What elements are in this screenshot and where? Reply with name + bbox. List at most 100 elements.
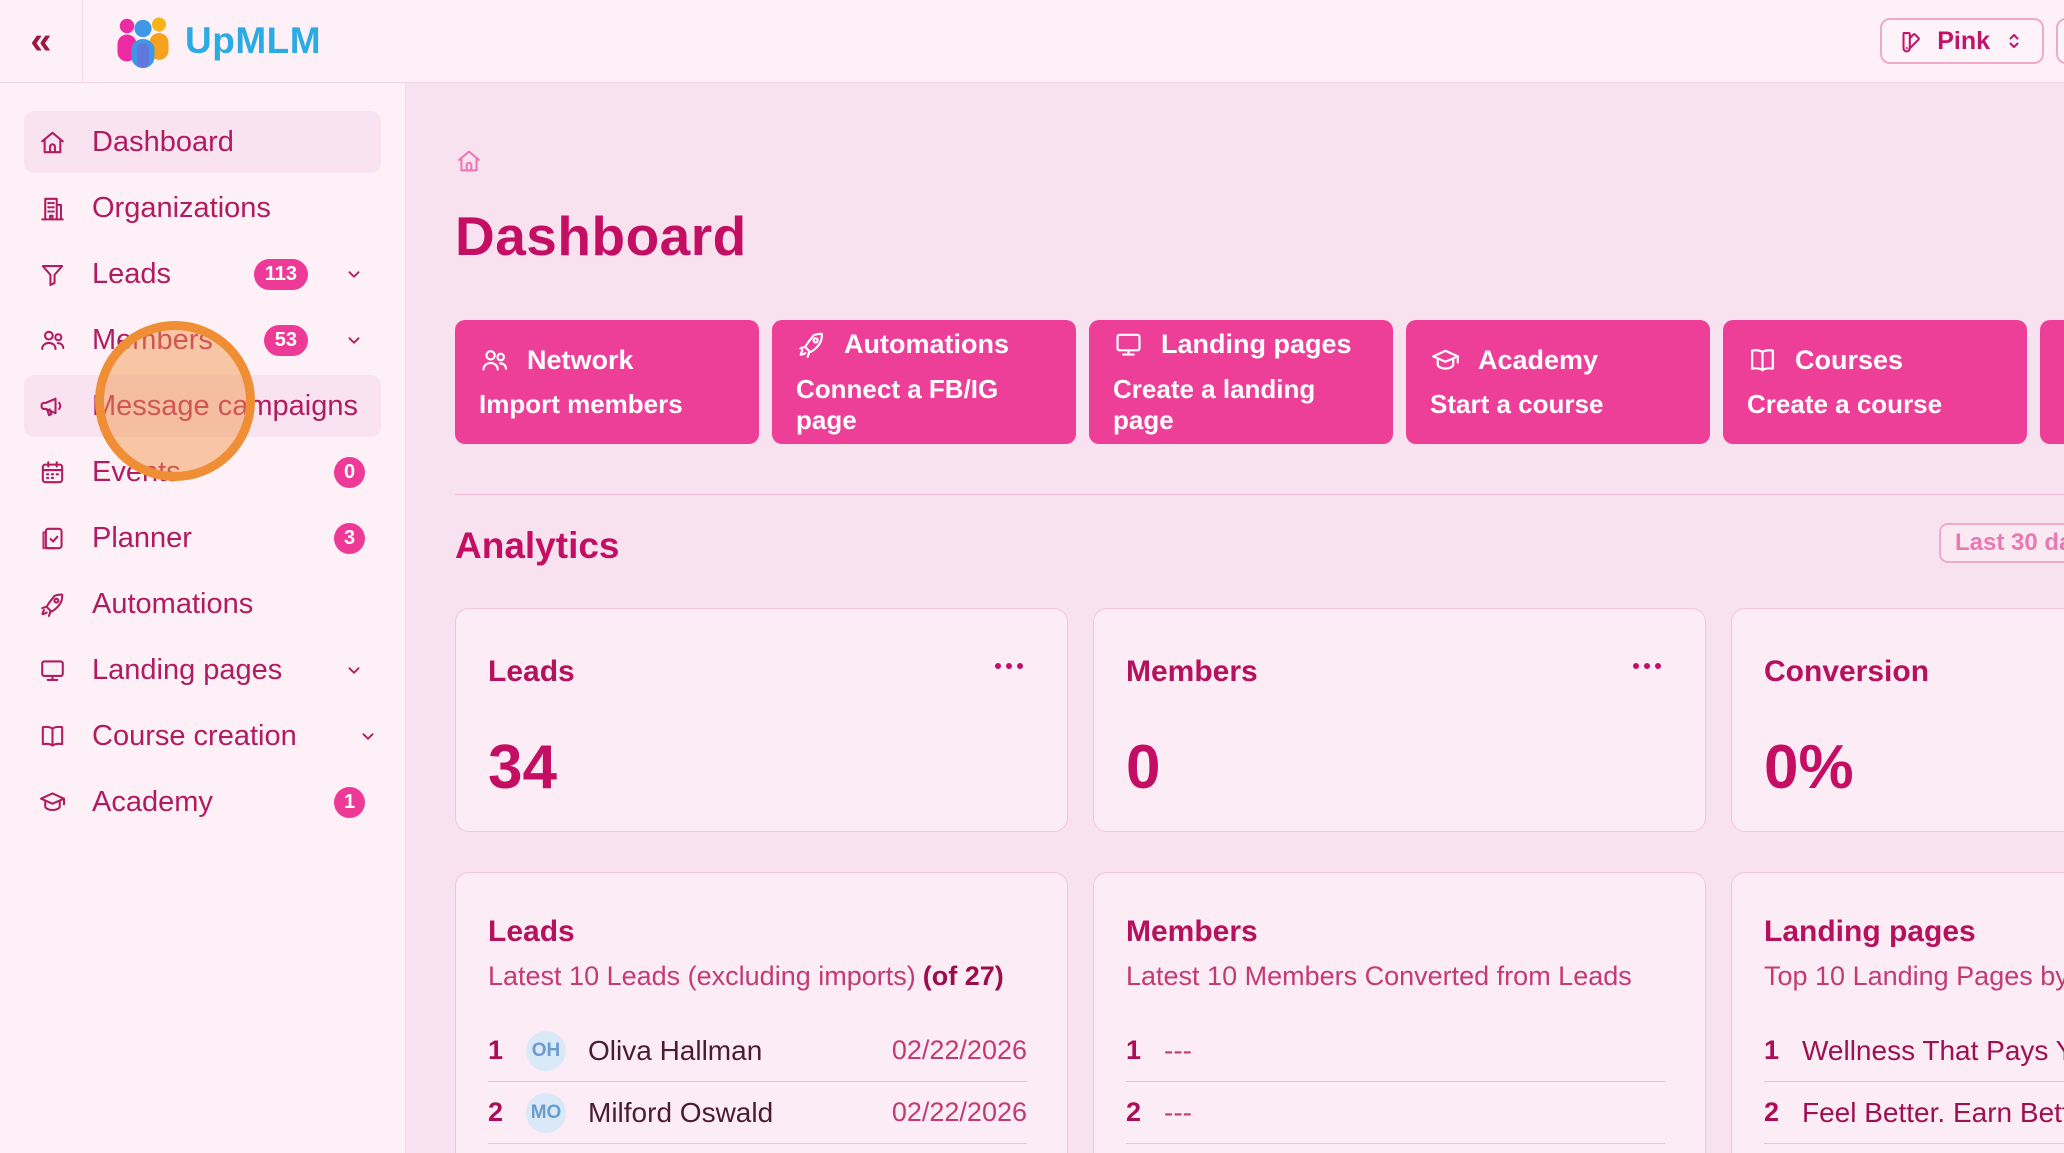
app-name: UpMLM (185, 20, 322, 61)
planner-count-badge: 3 (334, 522, 365, 554)
quick-actions-row: Network Import members Automations Conne… (455, 320, 2064, 444)
more-options-icon[interactable] (1633, 663, 1661, 669)
list-card-title: Members (1126, 915, 1258, 948)
stat-card-leads: Leads 34 (455, 608, 1068, 832)
sidebar-item-label: Events (92, 455, 181, 488)
analytics-title: Analytics (455, 525, 620, 566)
header-secondary-button[interactable] (2056, 18, 2064, 64)
top-bar: « UpMLM Pink (0, 0, 2064, 83)
app-logo: UpMLM (113, 13, 321, 69)
sidebar-item-label: Dashboard (92, 125, 234, 158)
lead-date: 02/22/2026 (891, 1035, 1027, 1065)
rocket-icon (799, 332, 823, 358)
date-range-preset: Last 30 days (1955, 529, 2064, 556)
sidebar-item-events[interactable]: Events 0 (24, 441, 381, 503)
lead-date: 02/22/2026 (891, 1097, 1027, 1127)
chevron-down-icon[interactable] (343, 329, 365, 351)
list-card-title: Leads (488, 915, 575, 948)
sidebar-item-label: Academy (92, 785, 213, 818)
quick-action-academy[interactable]: Academy Start a course (1406, 320, 1710, 444)
sidebar-item-landing-pages[interactable]: Landing pages (24, 639, 381, 701)
sidebar-item-course-creation[interactable]: Course creation (24, 705, 381, 767)
avatar: MO (526, 1092, 566, 1133)
landing-page-name: Feel Better. Earn Better. (1802, 1096, 2064, 1128)
users-icon (41, 330, 65, 350)
subtitle-text: Latest 10 Members Converted from Leads (1126, 961, 1632, 991)
subtitle-text: Latest 10 Leads (excluding imports) (488, 961, 916, 991)
breadcrumb-home-icon[interactable] (455, 147, 483, 175)
list-card-title: Landing pages (1764, 915, 1976, 948)
list-card-subtitle: Latest 10 Leads (excluding imports) (of 2… (488, 961, 1027, 992)
quick-action-partial[interactable]: C (2040, 320, 2064, 444)
avatar: OH (526, 1030, 566, 1071)
stat-card-title: Leads (488, 655, 575, 688)
chevron-down-icon[interactable] (343, 263, 365, 285)
row-rank: 2 (1126, 1097, 1142, 1127)
sidebar-item-label: Planner (92, 521, 192, 554)
quick-action-network[interactable]: Network Import members (455, 320, 759, 444)
theme-name: Pink (1937, 26, 1990, 55)
list-rows: 1 --- 2 --- (1126, 1020, 1665, 1144)
sidebar: Dashboard Organizations Leads 113 Member… (0, 83, 406, 1153)
calendar-icon (41, 460, 64, 483)
book-icon (1751, 348, 1774, 371)
planner-icon (42, 527, 63, 549)
sidebar-item-label: Leads (92, 257, 172, 290)
stat-card-title: Conversion (1764, 655, 1930, 688)
sidebar-item-label: Automations (92, 587, 254, 620)
list-item[interactable]: 2 --- (1126, 1082, 1665, 1144)
monitor-icon (1116, 333, 1141, 356)
row-rank: 1 (1126, 1035, 1142, 1065)
building-icon (41, 197, 64, 220)
sidebar-item-organizations[interactable]: Organizations (24, 177, 381, 239)
date-range-picker[interactable]: Last 30 days 01/2 (1939, 523, 2064, 563)
quick-action-courses[interactable]: Courses Create a course (1723, 320, 2027, 444)
book-icon (41, 725, 64, 747)
stat-card-value: 0% (1764, 733, 1854, 802)
stat-cards-row: Leads 34 Members 0 Conversion 0% (455, 608, 2064, 832)
chevron-down-icon[interactable] (343, 659, 365, 681)
collapse-sidebar-button[interactable]: « (30, 20, 52, 62)
monitor-icon (41, 659, 64, 681)
subtitle-bold-text: (of 27) (922, 961, 1004, 991)
quick-action-automations[interactable]: Automations Connect a FB/IG page (772, 320, 1076, 444)
stat-card-conversion: Conversion 0% (1731, 608, 2064, 832)
graduation-cap-icon (39, 791, 66, 811)
more-options-icon[interactable] (995, 663, 1023, 669)
sidebar-item-members[interactable]: Members 53 (24, 309, 381, 371)
row-rank: 2 (1764, 1097, 1780, 1127)
list-item[interactable]: 2 Feel Better. Earn Better. (1764, 1082, 2064, 1144)
sidebar-item-label: Message campaigns (92, 389, 358, 422)
chevron-down-icon[interactable] (357, 725, 379, 747)
stat-card-value: 34 (488, 733, 557, 802)
theme-picker-button[interactable]: Pink (1880, 18, 2044, 64)
sidebar-item-label: Landing pages (92, 653, 283, 686)
quick-action-desc: Create a course (1747, 389, 1943, 419)
list-rows: 1 OH Oliva Hallman 02/22/2026 2 MO Milfo… (488, 1020, 1027, 1144)
stat-card-title: Members (1126, 655, 1258, 688)
sidebar-item-label: Course creation (92, 719, 297, 752)
list-item[interactable]: 2 MO Milford Oswald 02/22/2026 (488, 1082, 1027, 1144)
sidebar-item-message-campaigns[interactable]: Message campaigns (24, 375, 381, 437)
upmlm-logo-icon (117, 17, 169, 68)
sidebar-item-dashboard[interactable]: Dashboard (24, 111, 381, 173)
list-item[interactable]: 1 Wellness That Pays You Back (1764, 1020, 2064, 1082)
sidebar-item-automations[interactable]: Automations (24, 573, 381, 635)
sidebar-item-leads[interactable]: Leads 113 (24, 243, 381, 305)
list-card-leads: Leads Latest 10 Leads (excluding imports… (455, 872, 1068, 1153)
quick-action-title: Network (527, 344, 634, 375)
section-divider (455, 494, 2064, 495)
main-content: Dashboard Network Import members Automat… (407, 83, 2064, 1153)
list-item[interactable]: 1 --- (1126, 1020, 1665, 1082)
swatch-icon (1902, 31, 1921, 52)
list-card-subtitle: Top 10 Landing Pages by Convers (1764, 961, 2064, 992)
quick-action-landing-pages[interactable]: Landing pages Create a landing page (1089, 320, 1393, 444)
funnel-icon (41, 264, 64, 286)
events-count-badge: 0 (334, 456, 365, 488)
quick-action-desc: Create a landing page (1113, 373, 1316, 435)
sidebar-item-planner[interactable]: Planner 3 (24, 507, 381, 569)
list-cards-row: Leads Latest 10 Leads (excluding imports… (455, 872, 2064, 1153)
list-item[interactable]: 1 OH Oliva Hallman 02/22/2026 (488, 1020, 1027, 1082)
stat-card-value: 0 (1126, 733, 1161, 802)
sidebar-item-academy[interactable]: Academy 1 (24, 771, 381, 833)
